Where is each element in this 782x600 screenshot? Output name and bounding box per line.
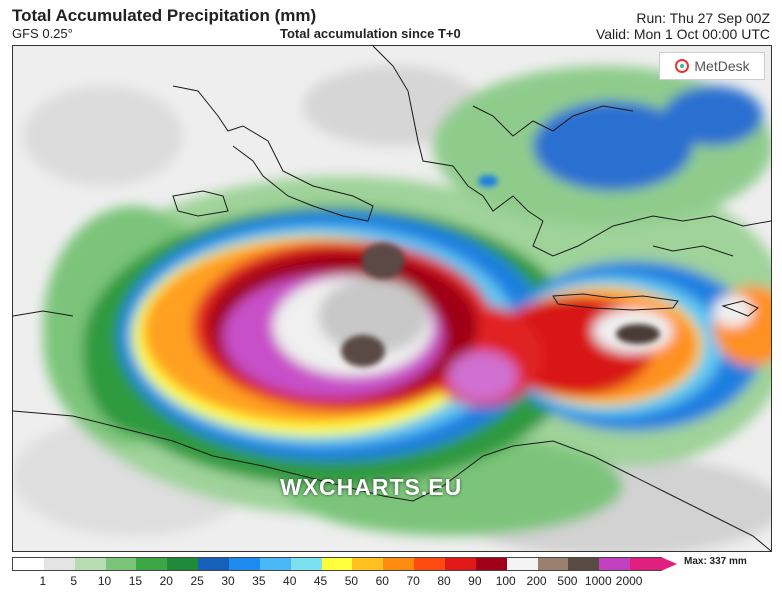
colorbar-tick-label: 60 bbox=[375, 574, 389, 588]
colorbar-tick-label: 80 bbox=[437, 574, 451, 588]
colorbar-tick-label: 15 bbox=[128, 574, 143, 588]
colorbar-segment bbox=[198, 558, 230, 570]
colorbar-tick-label: 10 bbox=[97, 574, 112, 588]
colorbar-segment bbox=[259, 558, 291, 570]
precip-maxima bbox=[341, 175, 660, 367]
colorbar-tick-label: 100 bbox=[495, 574, 516, 588]
colorbar-segment bbox=[506, 558, 538, 570]
precip-field bbox=[13, 66, 771, 551]
colorbar-segment bbox=[414, 558, 446, 570]
colorbar-tick-label: 50 bbox=[344, 574, 359, 588]
colorbar-ticks: 1 5 10 15 20 25 30 35 40 45 50 60 70 80 90 100 200 500 100… bbox=[12, 574, 660, 590]
wxcharts-watermark: WXCHARTS.EU bbox=[280, 474, 463, 500]
colorbar-segment bbox=[537, 558, 569, 570]
colorbar-segment bbox=[321, 558, 353, 570]
coastlines bbox=[13, 46, 771, 551]
colorbar-segment bbox=[568, 558, 600, 570]
colorbar-segment bbox=[599, 558, 631, 570]
colorbar-max-arrow bbox=[661, 557, 677, 571]
colorbar-segment bbox=[229, 558, 260, 570]
max-label: Max: 337 mm bbox=[684, 556, 747, 567]
precipitation-map: MetDesk bbox=[12, 45, 772, 552]
colorbar-tick-label: 500 bbox=[557, 574, 578, 588]
colorbar-segment bbox=[352, 558, 384, 570]
metdesk-logo-icon bbox=[675, 59, 690, 73]
colorbar-segment bbox=[13, 558, 44, 570]
colorbar-segment bbox=[105, 558, 137, 570]
colorbar-tick-label: 70 bbox=[406, 574, 420, 588]
colorbar-segment bbox=[383, 558, 415, 570]
colorbar-tick-label: 30 bbox=[221, 574, 235, 588]
colorbar-tick-label: 1 bbox=[39, 574, 47, 588]
map-title: Total Accumulated Precipitation (mm) bbox=[12, 6, 317, 25]
colorbar-tick-label: 5 bbox=[70, 574, 78, 588]
colorbar-tick-label: 45 bbox=[313, 574, 328, 588]
colorbar-tick-label: 25 bbox=[190, 574, 204, 588]
colorbar-segment bbox=[290, 558, 322, 570]
colorbar-tick-label: 2000 bbox=[615, 574, 643, 588]
colorbar-segment bbox=[136, 558, 168, 570]
map-subtitle: Total accumulation since T+0 bbox=[280, 26, 461, 41]
colorbar-tick-label: 20 bbox=[159, 574, 173, 588]
colorbar-segment bbox=[445, 558, 476, 570]
precip-colorbar bbox=[12, 557, 662, 571]
colorbar-tick-label: 1000 bbox=[584, 574, 612, 588]
metdesk-logo-text: MetDesk bbox=[694, 58, 750, 74]
colorbar-segment bbox=[74, 558, 106, 570]
colorbar-segment bbox=[43, 558, 75, 570]
run-label: Run: Thu 27 Sep 00Z bbox=[636, 10, 770, 26]
colorbar-segment bbox=[475, 558, 507, 570]
colorbar-tick-label: 90 bbox=[468, 574, 482, 588]
colorbar-segment bbox=[630, 558, 662, 570]
colorbar-tick-label: 200 bbox=[526, 574, 547, 588]
map-canvas bbox=[13, 46, 771, 551]
colorbar-tick-label: 35 bbox=[252, 574, 266, 588]
colorbar-segment bbox=[167, 558, 199, 570]
model-label: GFS 0.25° bbox=[12, 26, 73, 41]
metdesk-logo: MetDesk bbox=[659, 52, 765, 80]
valid-label: Valid: Mon 1 Oct 00:00 UTC bbox=[595, 26, 770, 42]
colorbar-tick-label: 40 bbox=[283, 574, 297, 588]
